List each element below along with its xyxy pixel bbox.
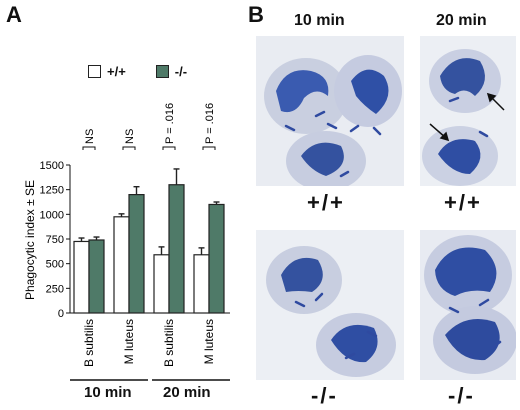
y-axis-label: Phagocytic index ± SE xyxy=(23,180,37,300)
micrograph-wt-10min xyxy=(256,36,404,186)
bar xyxy=(193,254,210,314)
y-tick-label: 500 xyxy=(46,259,64,271)
panel-letter-a: A xyxy=(6,2,22,27)
micrograph-ko-10min xyxy=(256,230,404,380)
bar xyxy=(153,254,170,314)
bar xyxy=(168,184,185,314)
significance-label: P = .016 xyxy=(164,103,176,144)
col-header-20min: 20 min xyxy=(436,12,487,29)
micrograph-ko-20min xyxy=(420,230,516,380)
genotype-label-ko-20min: -/- xyxy=(448,383,475,408)
y-tick-label: 750 xyxy=(46,234,64,246)
bar xyxy=(208,203,225,314)
genotype-label-wt-20min: +/+ xyxy=(444,190,482,215)
significance-bracket xyxy=(82,146,96,150)
y-tick-label: 250 xyxy=(46,283,64,295)
genotype-label-ko-10min: -/- xyxy=(311,383,338,408)
bar xyxy=(113,216,130,314)
x-category-label: M luteus xyxy=(122,319,136,364)
legend-label-wildtype: +/+ xyxy=(107,64,126,79)
x-category-label: B subtilis xyxy=(82,319,96,367)
significance-bracket xyxy=(202,146,216,150)
legend-swatch-wildtype xyxy=(88,65,101,78)
x-category-label: M luteus xyxy=(202,319,216,364)
y-tick-label: 1500 xyxy=(40,160,64,172)
legend-swatch-knockout xyxy=(155,65,169,78)
significance-bracket xyxy=(122,146,136,150)
genotype-label-wt-10min: +/+ xyxy=(307,190,345,215)
panel-letter-b: B xyxy=(248,2,264,27)
bar-chart: Phagocytic index ± SE 0 250 500 750 1000 1250… xyxy=(23,103,230,381)
micrograph-wt-20min xyxy=(420,36,516,186)
bar xyxy=(128,194,145,314)
time-label-20min: 20 min xyxy=(163,384,211,401)
y-tick-label: 1250 xyxy=(40,185,64,197)
x-category-label: B subtilis xyxy=(162,319,176,367)
significance-bracket xyxy=(162,146,176,150)
significance-label: NS xyxy=(124,129,136,144)
legend-label-knockout: -/- xyxy=(174,64,188,79)
col-header-10min: 10 min xyxy=(294,12,345,29)
bar xyxy=(73,240,90,314)
y-tick-label: 0 xyxy=(58,308,64,320)
legend: +/+ -/- xyxy=(88,64,187,79)
bar xyxy=(88,239,105,314)
time-label-10min: 10 min xyxy=(84,384,132,401)
y-tick-label: 1000 xyxy=(40,209,64,221)
significance-label: P = .016 xyxy=(204,103,216,144)
significance-label: NS xyxy=(84,129,96,144)
